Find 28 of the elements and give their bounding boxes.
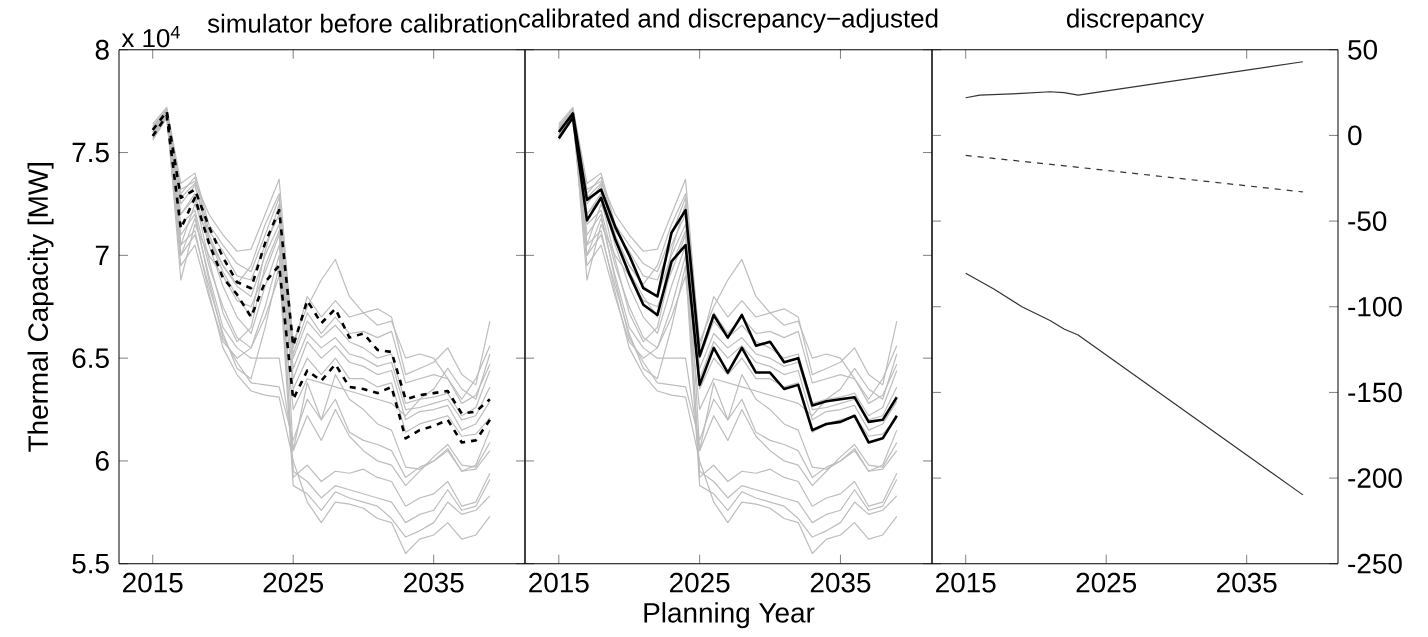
y-tick-label: 5.5 (72, 554, 109, 574)
y2-tick-label: -200 (1348, 468, 1402, 489)
x-axis-title: Planning Year (644, 602, 815, 629)
x-tick-label: 2015 (529, 572, 589, 593)
x-tick-label: 2035 (810, 572, 871, 593)
y-axis-title: Thermal Capacity [MW] (27, 163, 54, 452)
y-tick-label: 6.5 (72, 348, 109, 369)
x-tick-label: 2015 (936, 572, 996, 593)
chart-title: discrepancy (1066, 8, 1205, 33)
x-tick-label: 2025 (670, 572, 730, 593)
y2-tick-label: -250 (1348, 553, 1402, 574)
text: x 10$^{4}$ (121, 26, 180, 48)
x-tick-label: 2025 (263, 572, 324, 593)
x-tick-label: 2035 (404, 572, 464, 593)
y-tick-label: 6 (95, 451, 109, 471)
y2-tick-label: -150 (1348, 382, 1402, 403)
y2-tick-label: 0 (1348, 125, 1362, 146)
y-tick-label: 7 (95, 245, 109, 266)
x-tick-label: 2015 (123, 572, 183, 593)
x-tick-label: 2035 (1217, 572, 1277, 593)
y2-tick-label: -100 (1348, 296, 1402, 317)
y-tick-label: 8 (95, 39, 109, 60)
chart-title: simulator before calibration (207, 13, 517, 33)
x-tick-label: 2025 (1076, 572, 1137, 593)
y-tick-label: 7.5 (72, 142, 109, 163)
y2-tick-label: 50 (1348, 39, 1377, 60)
chart-title: calibrated and discrepancy−adjusted (519, 8, 938, 33)
y2-tick-label: -50 (1348, 211, 1387, 232)
